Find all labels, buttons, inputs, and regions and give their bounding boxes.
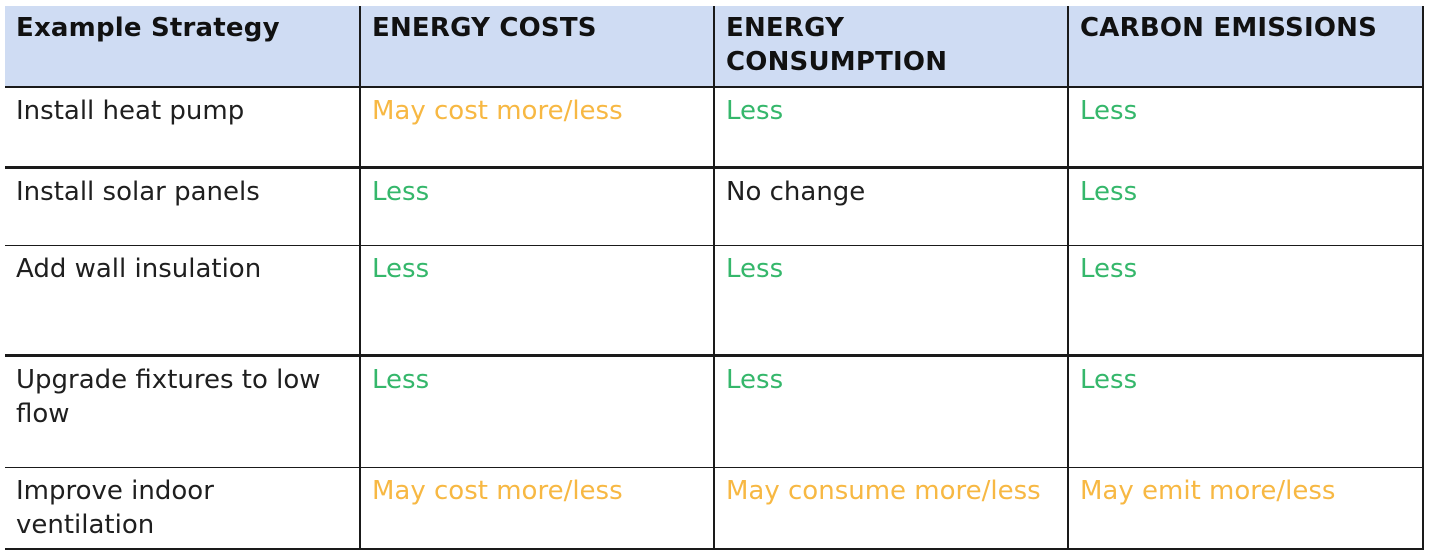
carbon-emissions-cell: Less — [1067, 355, 1424, 468]
table-row: Upgrade fixtures to low flow Less Less L… — [5, 355, 1424, 468]
energy-consumption-cell: Less — [713, 355, 1069, 468]
header-energy-costs: ENERGY COSTS — [359, 6, 715, 88]
carbon-emissions-cell: Less — [1067, 245, 1424, 357]
energy-consumption-cell: Less — [713, 87, 1069, 169]
table-row: Install solar panels Less No change Less — [5, 167, 1424, 246]
carbon-emissions-cell: May emit more/less — [1067, 467, 1424, 550]
header-example-strategy: Example Strategy — [5, 6, 361, 88]
strategy-impact-table: Example Strategy ENERGY COSTS ENERGY CON… — [5, 6, 1424, 550]
energy-consumption-cell: No change — [713, 167, 1069, 246]
energy-costs-cell: Less — [359, 355, 715, 468]
energy-consumption-cell: May consume more/less — [713, 467, 1069, 550]
strategy-cell: Install heat pump — [5, 87, 361, 169]
carbon-emissions-cell: Less — [1067, 87, 1424, 169]
table-row: Install heat pump May cost more/less Les… — [5, 87, 1424, 169]
strategy-cell: Improve indoor ventilation — [5, 467, 361, 550]
table-row: Add wall insulation Less Less Less — [5, 245, 1424, 357]
strategy-cell: Upgrade fixtures to low flow — [5, 355, 361, 468]
header-energy-consumption: ENERGY CONSUMPTION — [713, 6, 1069, 88]
energy-costs-cell: May cost more/less — [359, 87, 715, 169]
energy-costs-cell: May cost more/less — [359, 467, 715, 550]
energy-consumption-cell: Less — [713, 245, 1069, 357]
strategy-cell: Add wall insulation — [5, 245, 361, 357]
energy-costs-cell: Less — [359, 245, 715, 357]
table-row: Improve indoor ventilation May cost more… — [5, 467, 1424, 550]
header-carbon-emissions: CARBON EMISSIONS — [1067, 6, 1424, 88]
table-body: Install heat pump May cost more/less Les… — [5, 87, 1424, 550]
carbon-emissions-cell: Less — [1067, 167, 1424, 246]
strategy-cell: Install solar panels — [5, 167, 361, 246]
table-header: Example Strategy ENERGY COSTS ENERGY CON… — [5, 6, 1424, 88]
strategy-impact-table-container: Example Strategy ENERGY COSTS ENERGY CON… — [5, 6, 1424, 550]
header-row: Example Strategy ENERGY COSTS ENERGY CON… — [5, 6, 1424, 88]
energy-costs-cell: Less — [359, 167, 715, 246]
